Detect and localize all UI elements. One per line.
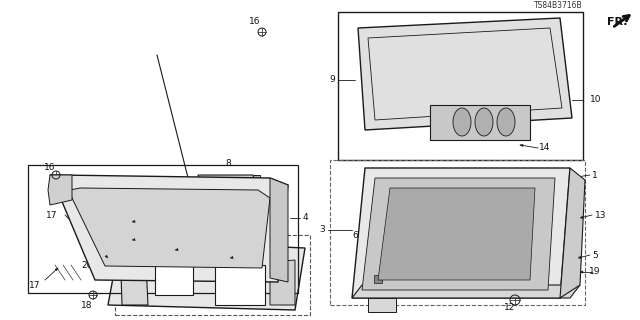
Bar	[330, 160, 585, 305]
Polygon shape	[352, 285, 580, 298]
Polygon shape	[70, 188, 270, 268]
Text: 17: 17	[46, 211, 58, 220]
Text: 17: 17	[29, 281, 41, 290]
Text: 20: 20	[81, 260, 93, 269]
Polygon shape	[101, 238, 153, 244]
Polygon shape	[132, 220, 135, 222]
Polygon shape	[580, 216, 583, 219]
Text: 18: 18	[81, 300, 93, 309]
Polygon shape	[147, 200, 153, 238]
Polygon shape	[270, 178, 288, 282]
Polygon shape	[270, 260, 295, 305]
Polygon shape	[175, 248, 178, 251]
Text: 1: 1	[592, 171, 598, 180]
Text: 14: 14	[189, 244, 201, 252]
Polygon shape	[352, 168, 570, 298]
Text: 10: 10	[590, 95, 602, 105]
Polygon shape	[520, 144, 523, 147]
Polygon shape	[253, 175, 260, 220]
Text: 14: 14	[149, 234, 161, 243]
Text: 8: 8	[225, 158, 231, 167]
Text: 7: 7	[120, 183, 126, 193]
Polygon shape	[230, 256, 233, 259]
Polygon shape	[378, 188, 535, 280]
Text: 19: 19	[589, 268, 601, 276]
Polygon shape	[132, 238, 135, 241]
Text: 13: 13	[595, 211, 607, 220]
Polygon shape	[198, 175, 260, 220]
Polygon shape	[48, 175, 72, 205]
Polygon shape	[108, 240, 305, 310]
Polygon shape	[120, 240, 148, 305]
Polygon shape	[560, 168, 585, 298]
Bar	[28, 165, 298, 293]
Text: 15: 15	[248, 251, 260, 260]
Text: 16: 16	[249, 18, 260, 27]
Text: 16: 16	[44, 164, 56, 172]
Text: 18: 18	[375, 276, 387, 284]
Text: 9: 9	[329, 76, 335, 84]
Polygon shape	[105, 255, 108, 258]
Text: FR.: FR.	[607, 17, 627, 27]
Text: 14: 14	[149, 213, 161, 222]
Ellipse shape	[475, 108, 493, 136]
Polygon shape	[430, 105, 530, 140]
Bar	[115, 235, 310, 315]
Ellipse shape	[453, 108, 471, 136]
Text: 4: 4	[302, 213, 308, 222]
Text: 11: 11	[380, 303, 391, 313]
Ellipse shape	[497, 108, 515, 136]
Text: 6: 6	[352, 230, 358, 239]
Text: 14: 14	[540, 143, 550, 153]
Text: 12: 12	[504, 303, 516, 313]
Polygon shape	[578, 256, 581, 259]
Bar	[368, 298, 396, 312]
Bar	[215, 265, 265, 305]
Polygon shape	[358, 18, 572, 130]
Text: 3: 3	[319, 226, 325, 235]
Polygon shape	[55, 268, 58, 271]
Polygon shape	[580, 271, 583, 273]
Polygon shape	[95, 200, 153, 238]
Bar	[338, 12, 583, 160]
Bar	[155, 260, 193, 295]
Text: 5: 5	[592, 251, 598, 260]
Polygon shape	[50, 175, 288, 282]
Bar	[374, 275, 382, 283]
Polygon shape	[362, 178, 555, 290]
Text: TS84B3716B: TS84B3716B	[534, 2, 582, 11]
